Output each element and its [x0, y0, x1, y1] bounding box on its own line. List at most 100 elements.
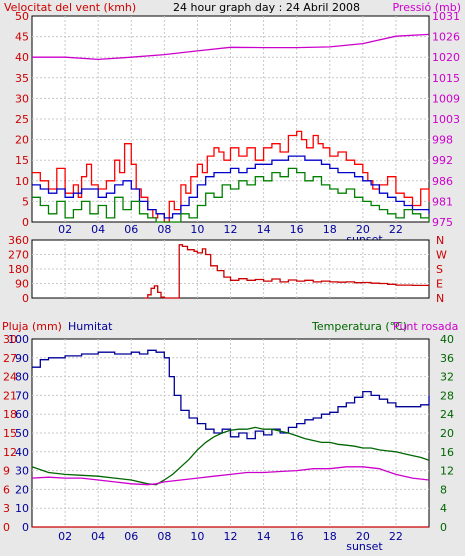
humidity-axis: 0 10 20 30 40 50 60 70 80 90 100 — [8, 333, 29, 534]
y2-tick-label: 1003 — [432, 113, 460, 126]
y-tick-label: 50 — [15, 427, 29, 440]
x-tick-label: 20 — [356, 530, 370, 543]
series-line-temperature — [31, 426, 430, 486]
y2-tick-label: 8 — [440, 483, 447, 496]
series-line-dewpoint — [31, 466, 430, 486]
y2-tick-label: 28 — [440, 389, 454, 402]
pressure-axis-title: Pressió (mb) — [392, 1, 461, 14]
y-tick-label: 100 — [8, 333, 29, 346]
rain-tick-label: 0 — [3, 521, 10, 534]
x-tick-label: 04 — [91, 223, 105, 236]
rain-tick-label: 30 — [3, 333, 17, 346]
rain-tick-label: 24 — [3, 371, 17, 384]
y-tick-label: 25 — [15, 113, 29, 126]
series-line-min — [32, 167, 430, 223]
y-tick-label: 50 — [15, 10, 29, 23]
x-tick-label: 12 — [224, 223, 238, 236]
x-tick-label: 10 — [190, 223, 204, 236]
series-line-direction — [144, 244, 430, 299]
y2-tick-label: 975 — [432, 216, 453, 229]
y2-tick-label: 40 — [440, 333, 454, 346]
y2-tick-label: N — [436, 292, 444, 305]
y-tick-label: 70 — [15, 389, 29, 402]
y2-tick-label: 986 — [432, 175, 453, 188]
x-tick-label: 22 — [389, 223, 403, 236]
wind-speed-axis: 0 5 10 15 20 25 30 35 40 45 50 — [15, 10, 29, 229]
y2-tick-label: 1026 — [432, 31, 460, 44]
x-tick-label: 06 — [124, 530, 138, 543]
rain-tick-label: 18 — [3, 408, 17, 421]
x-tick-label: 16 — [290, 223, 304, 236]
x-tick-label: 18 — [323, 530, 337, 543]
y-tick-label: 5 — [22, 195, 29, 208]
rain-tick-label: 21 — [3, 389, 17, 402]
x-tick-label: 16 — [290, 530, 304, 543]
sunset-label-bottom: sunset — [346, 540, 383, 553]
y2-tick-label: 1015 — [432, 72, 460, 85]
x-tick-label: 12 — [224, 530, 238, 543]
x-tick-label: 06 — [124, 223, 138, 236]
rain-tick-label: 3 — [3, 502, 10, 515]
x-tick-label: 10 — [190, 530, 204, 543]
y-tick-label: 360 — [8, 234, 29, 247]
y2-tick-label: 32 — [440, 371, 454, 384]
wind-series — [32, 33, 430, 223]
y2-tick-label: E — [436, 278, 443, 291]
x-tick-label: 04 — [91, 530, 105, 543]
y-tick-label: 40 — [15, 446, 29, 459]
y2-tick-label: N — [436, 234, 444, 247]
wind-x-axis: 02 04 06 08 10 12 14 16 18 20 22 — [58, 223, 403, 236]
y2-tick-label: 0 — [440, 521, 447, 534]
y-tick-label: 270 — [8, 249, 29, 262]
y-tick-label: 45 — [15, 31, 29, 44]
series-line-humidity — [32, 349, 430, 440]
y-tick-label: 15 — [15, 154, 29, 167]
y-tick-label: 0 — [22, 521, 29, 534]
y2-tick-label: 992 — [432, 154, 453, 167]
temperature-axis: 0 4 8 12 16 20 24 28 32 36 40 — [440, 333, 454, 534]
y2-tick-label: S — [436, 263, 443, 276]
temperature-series — [31, 349, 430, 528]
wind-axis-title: Velocitat del vent (kmh) — [4, 1, 136, 14]
direction-grid — [32, 240, 429, 298]
y2-tick-label: 24 — [440, 408, 454, 421]
y-tick-label: 0 — [22, 292, 29, 305]
y2-tick-label: 16 — [440, 446, 454, 459]
rain-tick-label: 9 — [3, 465, 10, 478]
x-tick-label: 22 — [389, 530, 403, 543]
rain-axis-title: Pluja (mm) — [2, 320, 62, 333]
x-tick-label: 14 — [257, 530, 271, 543]
rain-tick-label: 15 — [3, 427, 17, 440]
x-tick-label: 14 — [257, 223, 271, 236]
y2-tick-label: 36 — [440, 352, 454, 365]
rain-axis: 0 3 6 9 12 15 18 21 24 27 30 — [3, 333, 17, 534]
x-tick-label: 20 — [356, 223, 370, 236]
y-tick-label: 90 — [15, 278, 29, 291]
dewpoint-axis-title: Punt rosada — [393, 320, 458, 333]
y-tick-label: 40 — [15, 51, 29, 64]
y2-tick-label: 1009 — [432, 92, 460, 105]
rain-tick-label: 12 — [3, 446, 17, 459]
x-tick-label: 02 — [58, 530, 72, 543]
y-tick-label: 20 — [15, 134, 29, 147]
temperature-axis-title: Temperatura (°C) — [311, 320, 407, 333]
y2-tick-label: 981 — [432, 195, 453, 208]
y2-tick-label: W — [436, 249, 447, 262]
x-tick-label: 18 — [323, 223, 337, 236]
y2-tick-label: 20 — [440, 427, 454, 440]
pressure-axis: 975 981 986 992 998 1003 1009 1015 1020 1026 1031 — [432, 10, 460, 229]
y2-tick-label: 12 — [440, 465, 454, 478]
y-tick-label: 80 — [15, 371, 29, 384]
x-tick-label: 02 — [58, 223, 72, 236]
x-tick-label: 08 — [157, 530, 171, 543]
y2-tick-label: 1031 — [432, 10, 460, 23]
direction-series — [144, 244, 430, 299]
humidity-axis-title: Humitat — [68, 320, 113, 333]
y2-tick-label: 4 — [440, 502, 447, 515]
y-tick-label: 180 — [8, 263, 29, 276]
y-tick-label: 30 — [15, 465, 29, 478]
y-tick-label: 30 — [15, 92, 29, 105]
